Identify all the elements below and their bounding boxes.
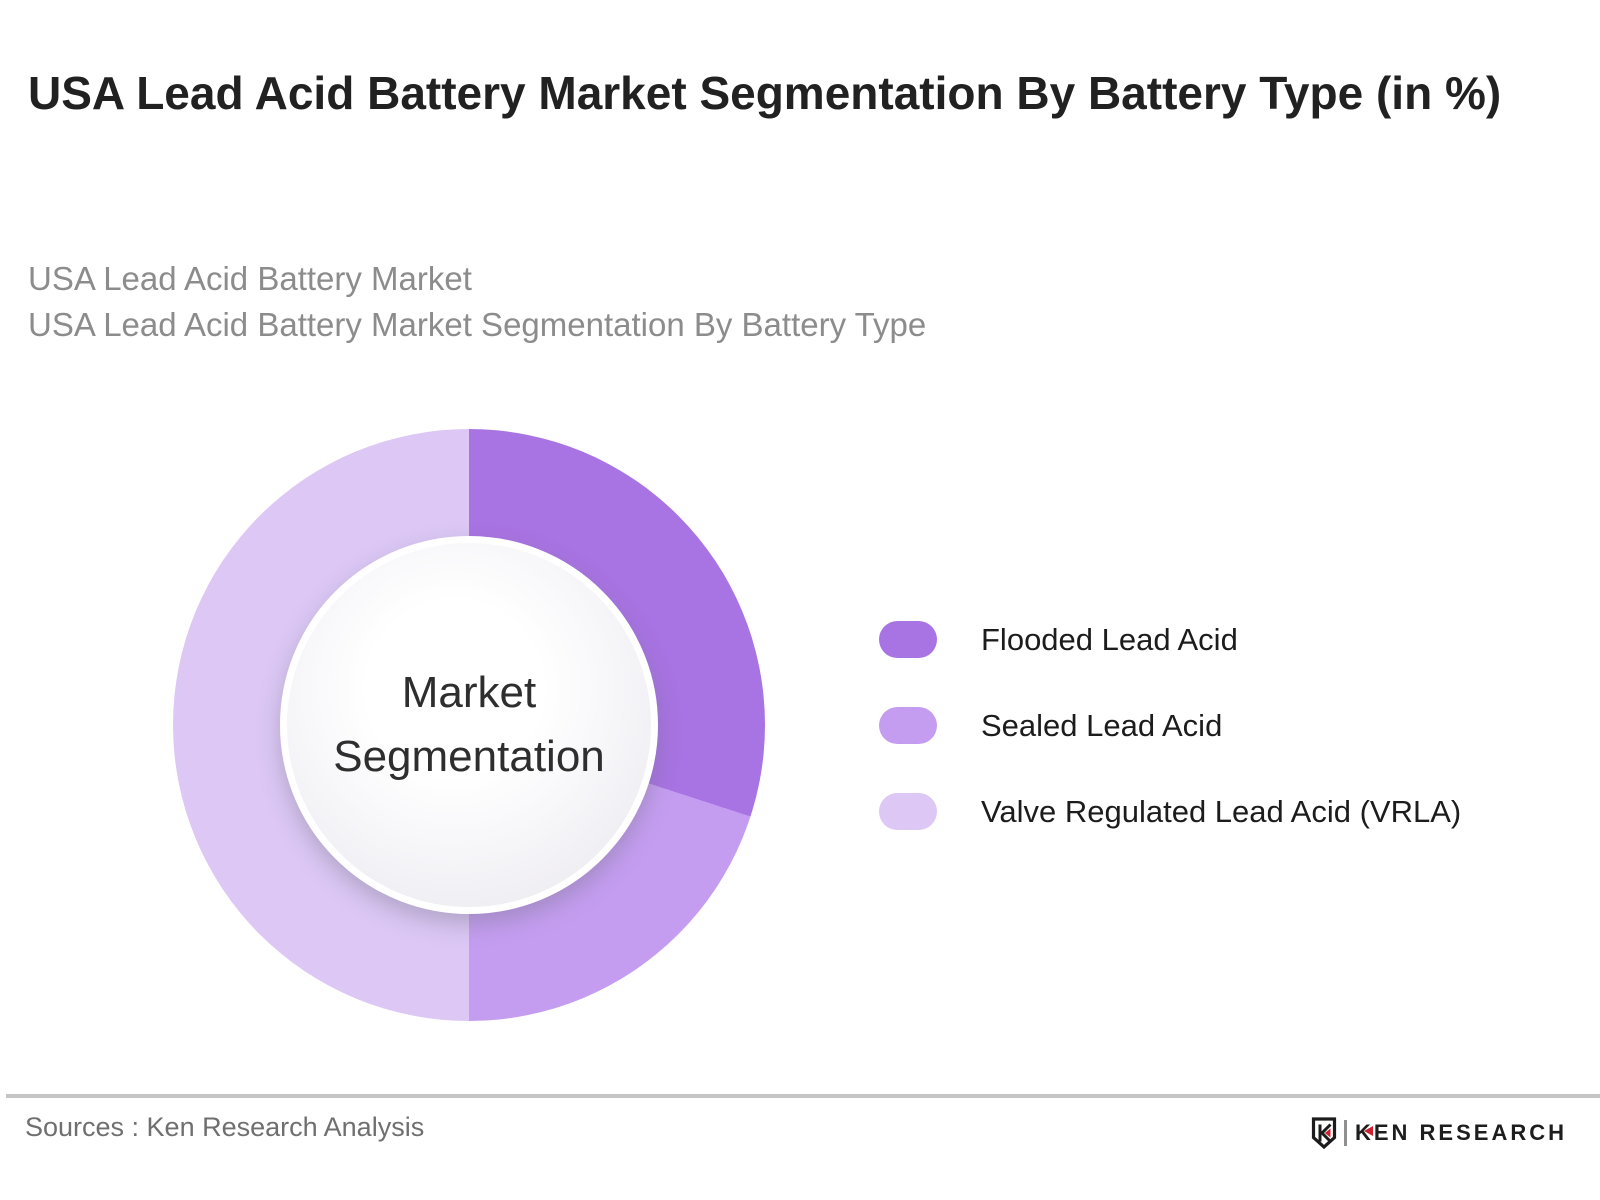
legend-item-sealed-lead-acid: Sealed Lead Acid bbox=[879, 707, 1461, 744]
logo-divider bbox=[1343, 1120, 1347, 1146]
donut-chart: Market Segmentation bbox=[173, 429, 765, 1021]
subtitle-line-2: USA Lead Acid Battery Market Segmentatio… bbox=[28, 306, 927, 343]
donut-ring: Market Segmentation bbox=[173, 429, 765, 1021]
ken-shield-icon bbox=[1311, 1117, 1337, 1149]
legend-label-sealed-lead-acid: Sealed Lead Acid bbox=[981, 707, 1223, 743]
legend-swatch-sealed-lead-acid bbox=[879, 707, 937, 744]
legend: Flooded Lead Acid Sealed Lead Acid Valve… bbox=[879, 621, 1461, 830]
logo-wordmark: KEN RESEARCH bbox=[1354, 1120, 1567, 1145]
legend-label-flooded-lead-acid: Flooded Lead Acid bbox=[981, 621, 1238, 657]
legend-swatch-flooded-lead-acid bbox=[879, 621, 937, 658]
subtitle-line-1: USA Lead Acid Battery Market bbox=[28, 260, 472, 297]
subtitle-block: USA Lead Acid Battery Market USA Lead Ac… bbox=[28, 256, 926, 348]
donut-center-label: Market Segmentation bbox=[333, 668, 605, 781]
page-title: USA Lead Acid Battery Market Segmentatio… bbox=[28, 67, 1502, 119]
footer-divider bbox=[6, 1094, 1600, 1098]
donut-center: Market Segmentation bbox=[280, 536, 658, 914]
legend-item-flooded-lead-acid: Flooded Lead Acid bbox=[879, 621, 1461, 658]
ken-research-logo: KEN RESEARCH bbox=[1311, 1116, 1567, 1150]
legend-item-vrla: Valve Regulated Lead Acid (VRLA) bbox=[879, 793, 1461, 830]
source-text: Sources : Ken Research Analysis bbox=[25, 1112, 425, 1142]
legend-swatch-vrla bbox=[879, 793, 937, 830]
legend-label-vrla: Valve Regulated Lead Acid (VRLA) bbox=[981, 793, 1462, 829]
logo-text: KEN RESEARCH bbox=[1355, 1120, 1567, 1146]
logo-red-triangle-icon bbox=[1363, 1126, 1373, 1136]
